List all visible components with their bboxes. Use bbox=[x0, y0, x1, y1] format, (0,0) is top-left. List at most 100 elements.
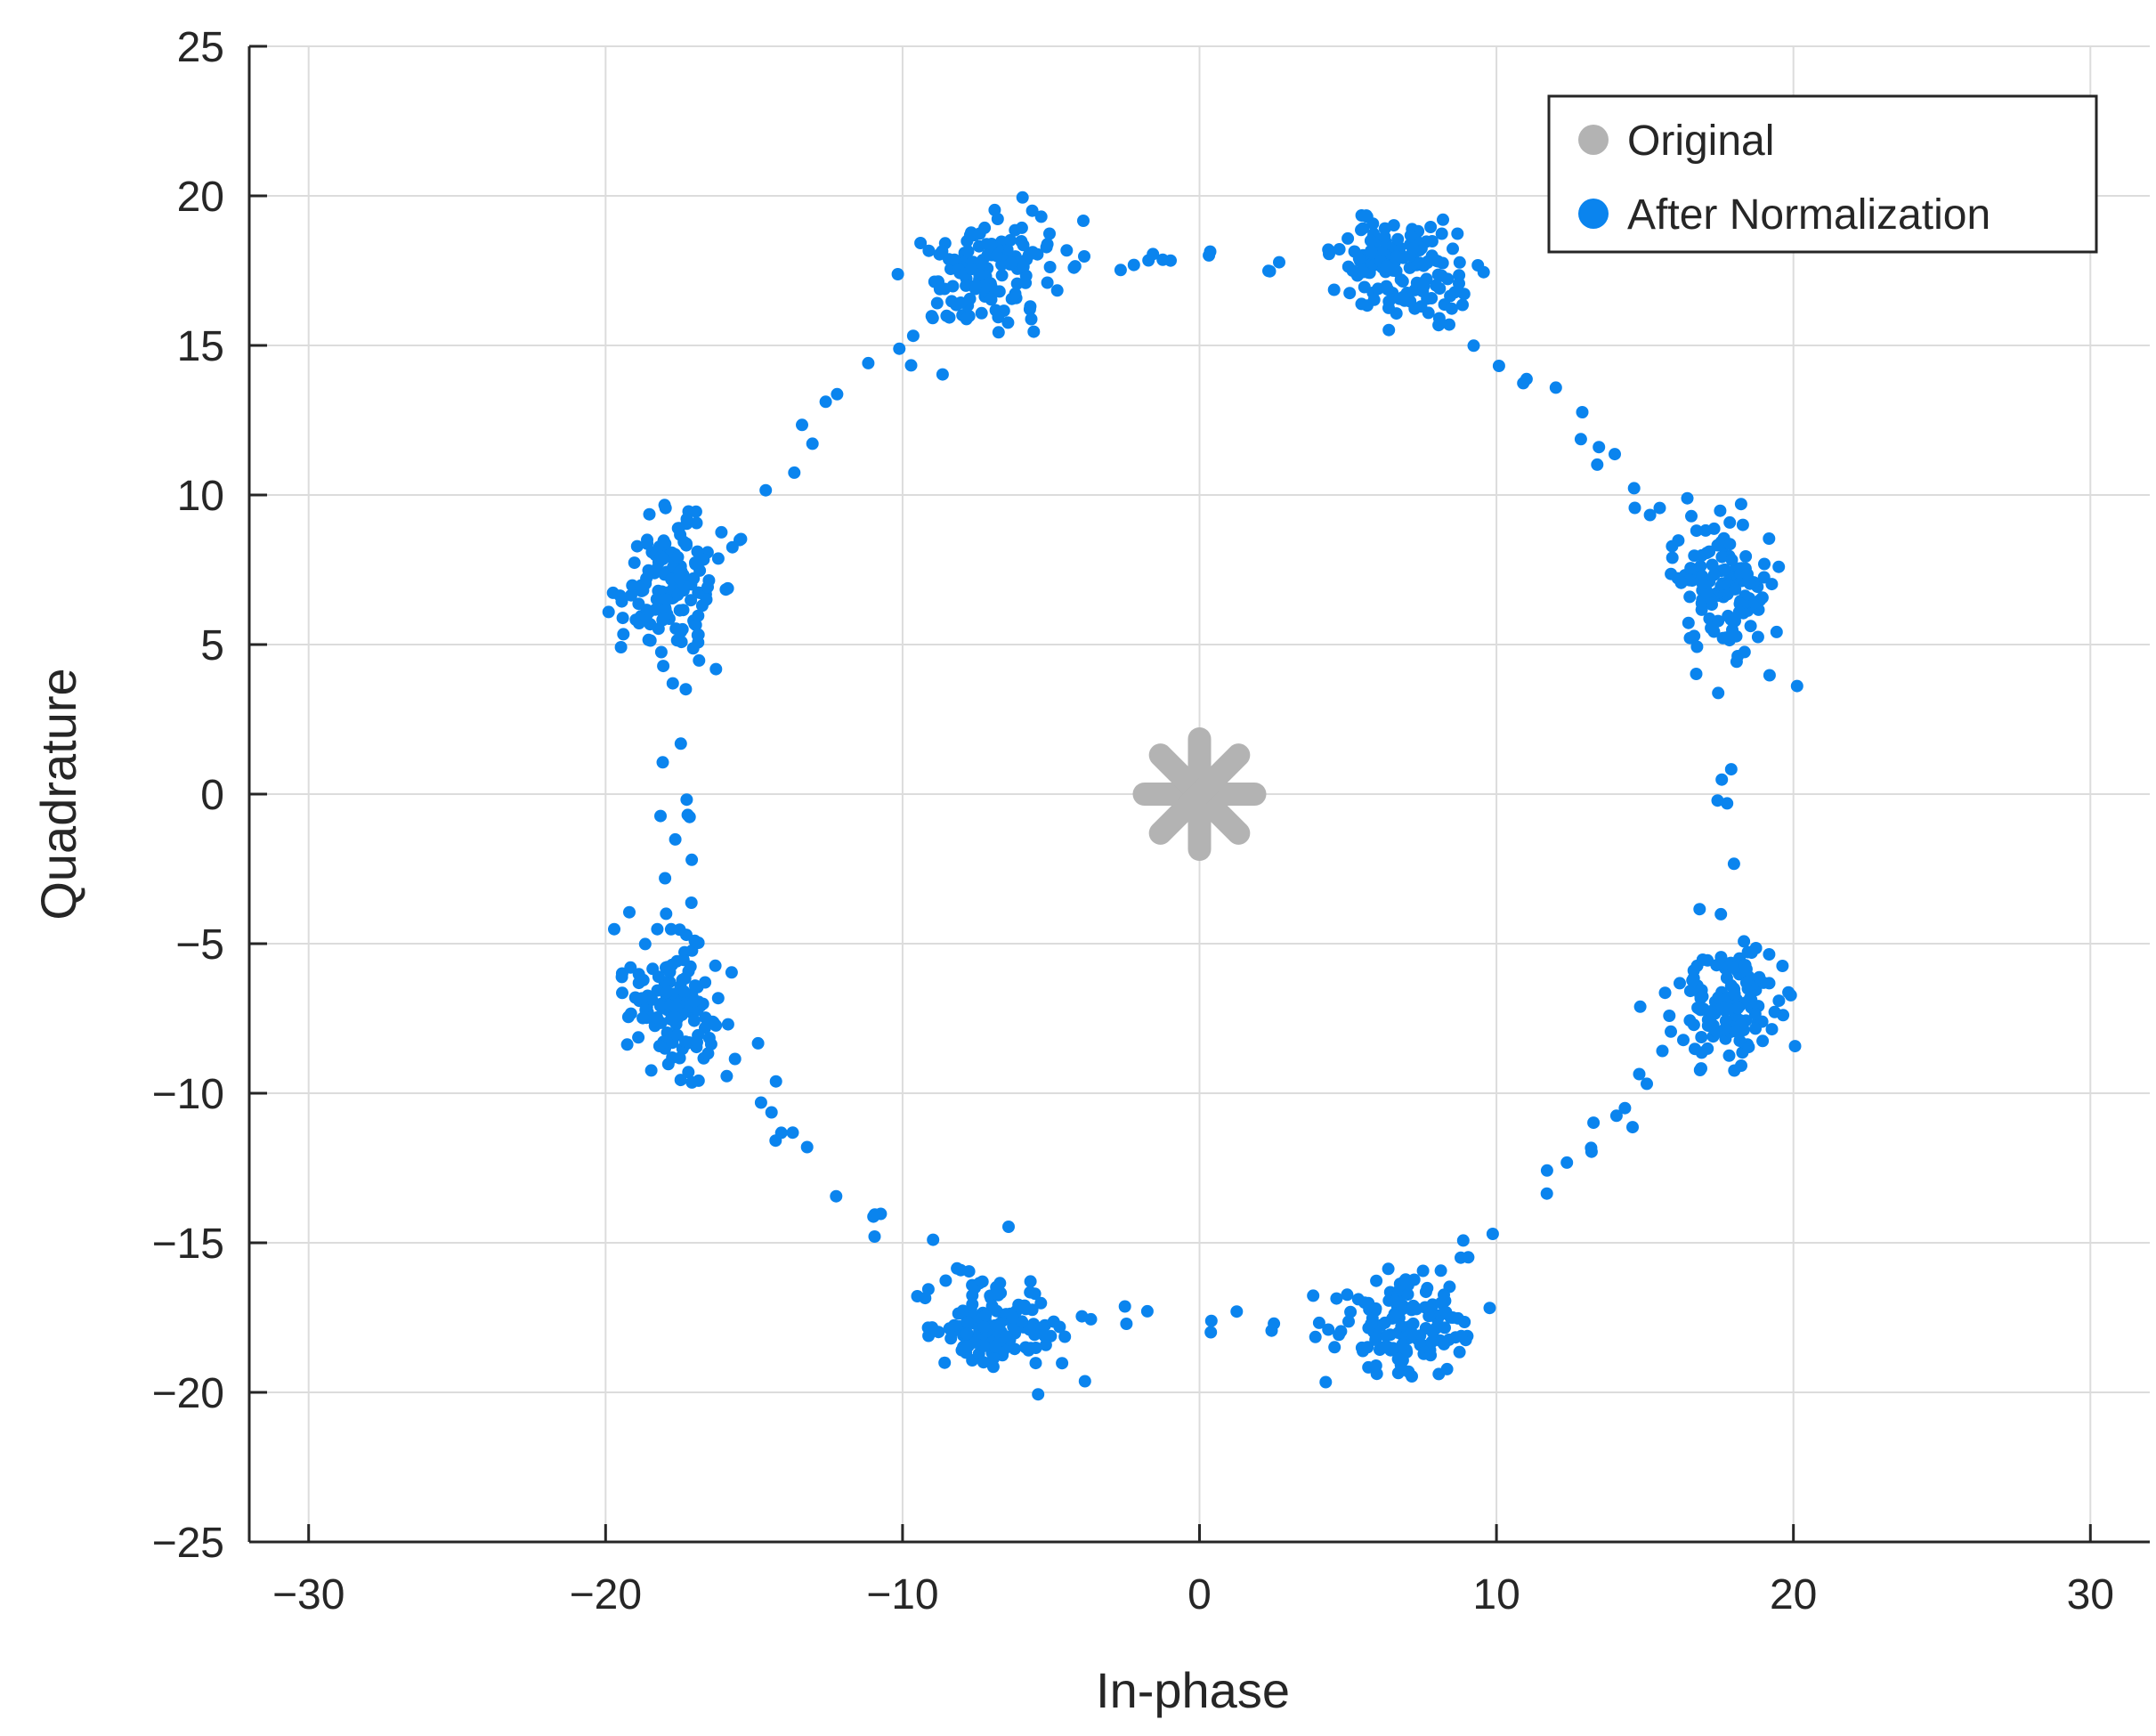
data-point bbox=[1417, 259, 1431, 272]
data-point bbox=[1023, 1323, 1036, 1336]
data-point bbox=[1741, 567, 1754, 580]
data-point bbox=[1749, 1022, 1762, 1035]
data-point bbox=[831, 387, 844, 401]
data-point bbox=[951, 1261, 964, 1275]
data-point bbox=[687, 1014, 701, 1027]
data-point bbox=[1722, 1049, 1736, 1062]
data-point bbox=[709, 662, 723, 676]
data-point bbox=[661, 1058, 675, 1071]
data-point bbox=[1628, 501, 1641, 515]
data-point bbox=[1467, 339, 1480, 353]
data-point bbox=[1365, 244, 1378, 257]
data-point bbox=[673, 572, 686, 586]
x-tick-label: 20 bbox=[1770, 1571, 1817, 1618]
data-point bbox=[991, 213, 1004, 225]
data-point bbox=[1380, 260, 1393, 273]
data-point bbox=[1721, 797, 1734, 810]
data-point bbox=[1265, 1324, 1278, 1337]
data-point bbox=[1738, 645, 1751, 659]
data-point bbox=[641, 537, 654, 550]
data-point bbox=[1322, 243, 1335, 256]
data-point bbox=[1127, 258, 1140, 272]
data-point bbox=[1370, 1274, 1383, 1287]
x-ticks: −30 −20 −10 0 10 20 30 bbox=[272, 1524, 2114, 1618]
data-point bbox=[1004, 233, 1017, 247]
data-point bbox=[1333, 243, 1346, 256]
data-point bbox=[654, 809, 667, 823]
data-point bbox=[1410, 1302, 1423, 1316]
x-tick-label: 10 bbox=[1472, 1571, 1520, 1618]
y-tick-label: 20 bbox=[177, 174, 224, 221]
data-point bbox=[1758, 557, 1771, 571]
data-point bbox=[1695, 603, 1708, 616]
data-point bbox=[1346, 264, 1359, 277]
data-point bbox=[1378, 231, 1391, 244]
data-point bbox=[1690, 524, 1703, 538]
data-point bbox=[685, 1075, 699, 1089]
data-point bbox=[1383, 1342, 1397, 1354]
data-point bbox=[685, 853, 699, 866]
data-point bbox=[678, 972, 692, 985]
data-point bbox=[1417, 280, 1431, 293]
data-point bbox=[1453, 256, 1466, 269]
data-point bbox=[1016, 1315, 1029, 1328]
data-point bbox=[1430, 279, 1443, 292]
data-point bbox=[663, 965, 677, 978]
data-point bbox=[1776, 960, 1789, 972]
data-point bbox=[1540, 1164, 1553, 1177]
data-point bbox=[692, 586, 705, 599]
data-point bbox=[673, 1051, 686, 1065]
data-point bbox=[1060, 244, 1074, 257]
data-point bbox=[687, 994, 701, 1008]
data-point bbox=[669, 832, 682, 846]
data-point bbox=[940, 309, 953, 322]
data-point bbox=[624, 961, 637, 974]
data-point bbox=[788, 466, 801, 479]
data-point bbox=[796, 418, 808, 432]
data-point bbox=[1114, 264, 1127, 277]
data-point bbox=[891, 268, 904, 280]
data-point bbox=[640, 572, 653, 585]
data-point bbox=[657, 660, 670, 673]
data-point bbox=[1027, 325, 1041, 338]
data-point bbox=[1765, 1023, 1779, 1036]
after-normalization-series bbox=[602, 191, 1803, 1401]
data-point bbox=[699, 1011, 712, 1025]
data-point bbox=[1405, 1326, 1418, 1340]
data-point bbox=[673, 604, 686, 617]
data-point bbox=[1388, 1309, 1401, 1322]
data-point bbox=[660, 593, 673, 606]
data-point bbox=[1025, 204, 1039, 217]
data-point bbox=[933, 282, 946, 296]
data-point bbox=[1312, 1316, 1325, 1329]
data-point bbox=[948, 253, 961, 266]
data-point bbox=[1641, 1077, 1653, 1091]
data-point bbox=[1707, 568, 1721, 581]
data-point bbox=[1414, 300, 1428, 313]
data-point bbox=[1406, 242, 1420, 256]
y-tick-label: 15 bbox=[177, 323, 224, 370]
data-point bbox=[786, 1126, 799, 1140]
data-point bbox=[1690, 668, 1703, 680]
data-point bbox=[636, 1011, 650, 1025]
data-point bbox=[961, 1340, 975, 1353]
data-point bbox=[1686, 974, 1699, 987]
data-point bbox=[961, 245, 975, 258]
data-point bbox=[1031, 247, 1044, 261]
data-point bbox=[946, 280, 960, 293]
data-point bbox=[689, 556, 701, 569]
data-point bbox=[1053, 1320, 1066, 1334]
data-point bbox=[652, 1040, 666, 1052]
data-point bbox=[660, 907, 673, 921]
data-point bbox=[654, 645, 668, 659]
data-point bbox=[693, 653, 706, 667]
data-point bbox=[1343, 287, 1357, 300]
data-point bbox=[656, 553, 669, 565]
data-point bbox=[630, 539, 644, 553]
data-point bbox=[1714, 951, 1728, 964]
data-point bbox=[1674, 576, 1688, 589]
data-point bbox=[643, 507, 656, 521]
y-tick-label: −15 bbox=[152, 1221, 224, 1268]
data-point bbox=[1790, 679, 1803, 693]
data-point bbox=[636, 992, 649, 1005]
